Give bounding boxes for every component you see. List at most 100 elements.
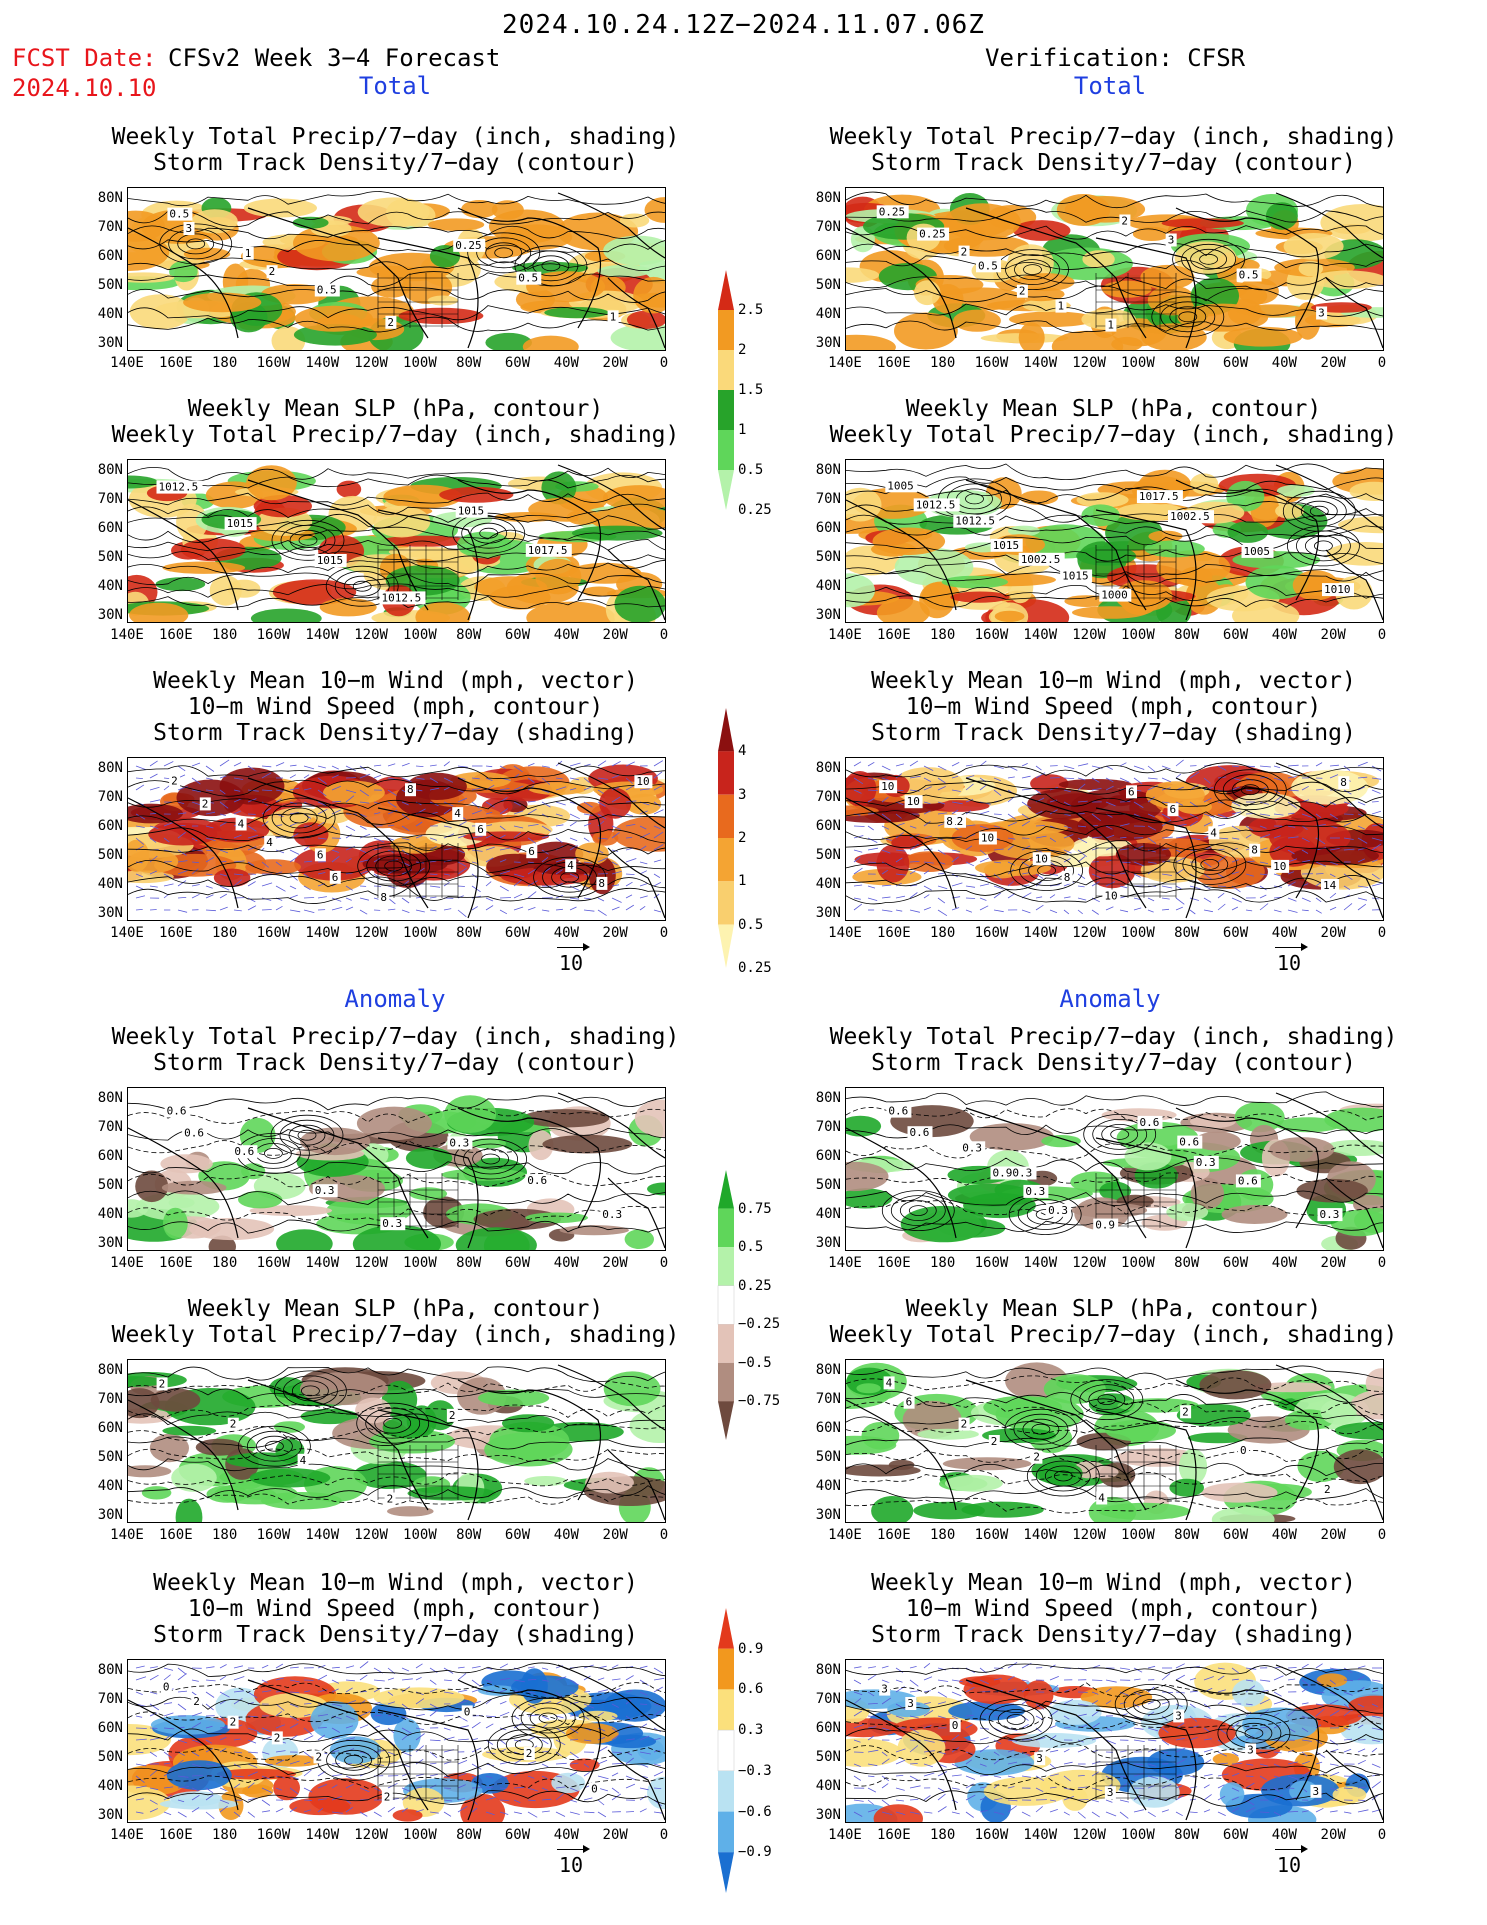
wind-vector [177,1811,187,1818]
wind-vector [1315,1751,1326,1758]
contour-label-bg [958,245,970,259]
wind-vector [625,873,635,875]
contour-line [846,191,1383,209]
coastline [377,1709,479,1821]
lat-tick-label: 80N [815,760,841,776]
contour-ring [280,807,318,829]
wind-vector [923,801,931,805]
wind-vector [233,860,245,863]
wind-vector [1175,1737,1185,1741]
wind-vector [345,1725,354,1729]
contour-layer [846,1663,1383,1807]
wind-vector [345,1715,355,1720]
shade-cell [135,1170,169,1203]
wind-vector [1189,771,1200,779]
lon-tick-label: 120W [1072,1255,1106,1271]
wind-vector [1371,837,1383,842]
wind-vector [443,908,452,911]
wind-vector [471,1807,478,1813]
wind-vector [219,801,229,809]
wind-vector [597,837,608,840]
wind-vector [895,1737,903,1741]
panel-title-line: Weekly Mean SLP (hPa, contour) [187,1296,604,1322]
wind-vector [1119,848,1129,851]
lon-tick-label: 140E [110,355,144,371]
wind-vector [625,1811,635,1813]
shade-cell [469,1138,507,1149]
contour-label: 0 [591,1782,598,1795]
wind-vector [923,1662,931,1669]
shade-cell [873,1804,923,1822]
contour-label: 0 [163,1681,170,1694]
colorbar-segment [718,310,734,350]
wind-vector [457,1797,466,1801]
shade-cell [162,1425,217,1436]
wind-vector [1119,1724,1128,1729]
contour-label: 14 [1323,879,1337,892]
wind-vector [1063,909,1070,915]
shade-cell [846,1689,917,1709]
wind-vector [345,858,352,863]
wind-vector [1231,1751,1239,1757]
wind-vector [345,1687,353,1693]
wind-vector [555,908,563,911]
contour-label: 1015 [993,539,1020,552]
shade-cell [604,1734,657,1749]
wind-vector [555,1786,566,1789]
wind-vector [331,897,342,902]
wind-vector [1357,825,1365,830]
wind-vector [317,872,326,875]
wind-vector [1119,777,1130,783]
wind-vector [1007,1799,1018,1802]
wind-vector [951,1799,958,1803]
colorbar-label: 0.6 [738,1681,764,1698]
wind-vector [1287,789,1299,792]
contour-ring [282,1375,338,1407]
wind-vector [415,909,425,913]
wind-vector [1063,765,1075,770]
lat-tick-label: 30N [97,905,123,921]
wind-vector [149,1799,158,1805]
contour-label: 1015 [458,505,485,518]
wind-vector [1231,871,1240,875]
wind-vector [1231,801,1241,807]
wind-vector [247,1691,258,1699]
wind-vector [895,773,903,779]
wind-vector [429,896,437,899]
wind-vector [149,1808,158,1813]
vector-reference-value: 10 [559,951,584,975]
wind-vector [1287,1678,1296,1681]
contour-ring [899,1200,937,1221]
wind-vector [569,1787,579,1792]
wind-vector [1063,896,1071,899]
wind-vector [1091,909,1099,915]
contour-label-bg [1249,843,1261,857]
contour-ring [1231,779,1269,801]
wind-vector [513,785,524,791]
wind-vector [1329,1691,1338,1696]
contour-label: 2 [230,1716,237,1729]
wind-vector [1245,1807,1256,1813]
wind-vector [1091,1799,1099,1803]
wind-vector [951,849,961,852]
wind-vector [1287,836,1299,839]
wind-vector [1259,894,1267,899]
wind-vector [1259,1763,1269,1767]
wind-vector [135,1798,144,1801]
wind-vector [205,857,215,863]
wind-vector [345,795,355,803]
shade-cell [206,1485,249,1503]
contour-label: 0.3 [1320,1208,1340,1221]
wind-vector [191,1807,200,1813]
wind-vector [429,873,438,875]
lon-tick-label: 140W [1023,925,1058,941]
contour-label: 4 [266,836,273,849]
wind-vector [303,1735,314,1741]
colorbar-segment [718,430,734,470]
wind-vector [1357,1759,1366,1765]
wind-vector [937,885,948,890]
wind-vector [895,873,907,876]
wind-vector [1371,1781,1381,1789]
lat-tick-label: 40N [815,876,841,892]
wind-vector [1315,788,1324,791]
